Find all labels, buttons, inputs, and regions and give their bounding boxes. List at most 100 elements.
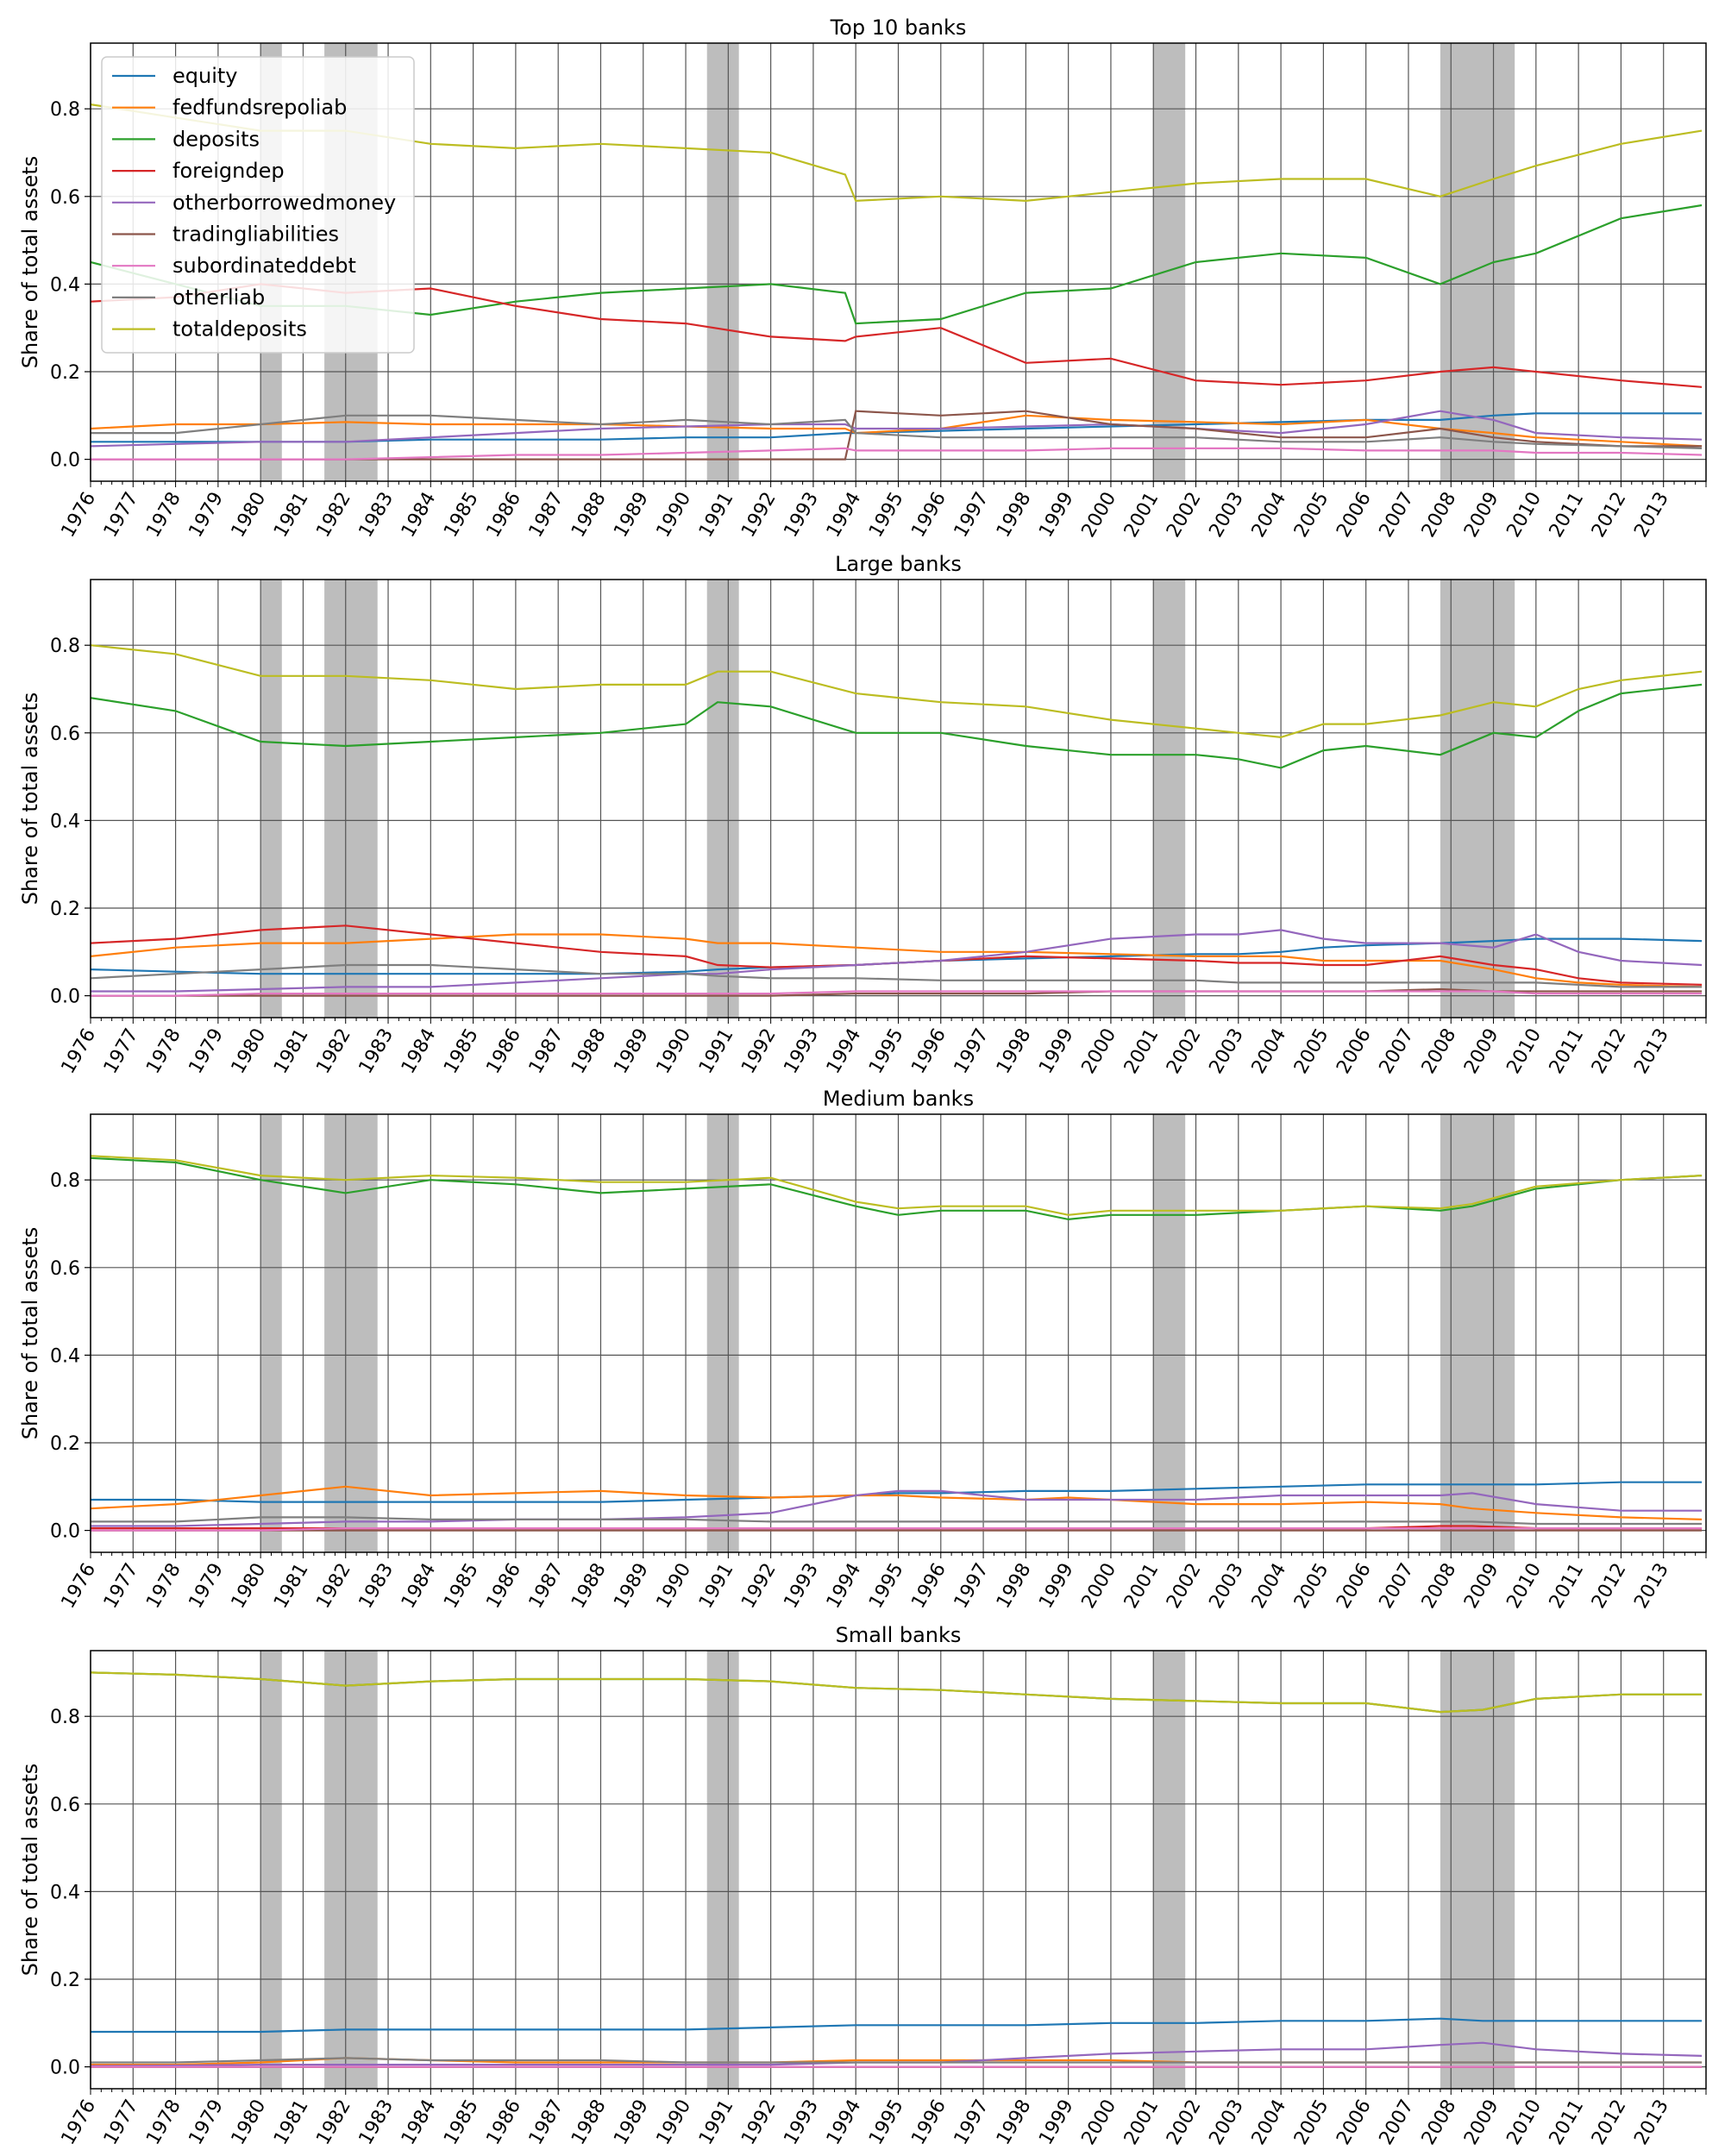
x-tick-label: 1999 [1035,489,1078,542]
x-tick-label: 2003 [1205,1560,1248,1613]
x-tick-label: 1995 [865,1025,908,1078]
series-line-subordinateddebt [91,990,1703,997]
x-tick-label: 2012 [1588,1560,1631,1613]
recession-band [1440,1651,1515,2089]
y-tick-label: 0.8 [50,1170,80,1192]
y-tick-label: 0.0 [50,2058,80,2079]
x-tick-label: 1985 [440,1025,483,1078]
x-tick-label: 1996 [907,489,950,542]
x-tick-label: 1981 [270,2096,313,2149]
y-tick-label: 0.6 [50,1258,80,1280]
legend-label-foreigndep: foreigndep [172,159,285,183]
x-tick-label: 1985 [440,2096,483,2149]
x-tick-label: 1988 [568,1025,611,1078]
x-tick-label: 2008 [1418,489,1461,542]
x-tick-label: 1993 [780,489,823,542]
recession-band [706,43,739,481]
x-tick-label: 2002 [1163,1560,1206,1613]
y-tick-label: 0.4 [50,1345,80,1367]
x-tick-label: 1984 [398,489,441,542]
x-tick-label: 1996 [907,1025,950,1078]
x-tick-label: 1984 [398,2096,441,2149]
x-tick-label: 2012 [1588,2096,1631,2149]
x-tick-label: 1987 [525,2096,568,2149]
x-tick-label: 1980 [228,2096,271,2149]
recession-band [260,1114,282,1552]
recession-band [1440,1114,1515,1552]
series-line-equity [91,937,1703,975]
y-tick-label: 0.4 [50,811,80,832]
x-tick-label: 1998 [993,2096,1036,2149]
y-tick-label: 0.0 [50,1521,80,1543]
x-tick-label: 2010 [1502,489,1546,542]
x-tick-label: 1983 [355,489,398,542]
legend-label-totaldeposits: totaldeposits [172,317,307,342]
x-tick-label: 2009 [1460,1560,1503,1613]
x-tick-label: 2006 [1333,2096,1376,2149]
x-tick-label: 1997 [950,1025,994,1078]
recession-band [260,1651,282,2089]
x-tick-label: 2013 [1630,489,1673,542]
x-tick-label: 1992 [737,1025,781,1078]
y-tick-label: 0.2 [50,1970,80,1991]
x-tick-label: 1995 [865,489,908,542]
x-tick-label: 1994 [823,1025,866,1078]
series-line-otherborrowedmoney [91,1489,1703,1527]
x-tick-label: 2000 [1077,1025,1120,1078]
x-tick-label: 1998 [993,489,1036,542]
x-tick-label: 1977 [100,2096,143,2149]
x-tick-label: 1992 [737,1560,781,1613]
series-line-equity [91,2017,1703,2034]
x-tick-label: 2013 [1630,2096,1673,2149]
legend-label-subordinateddebt: subordinateddebt [172,254,356,278]
x-tick-label: 2006 [1333,1025,1376,1078]
x-tick-label: 1987 [525,1025,568,1078]
x-tick-label: 1986 [482,1025,525,1078]
y-tick-label: 0.6 [50,1795,80,1816]
y-tick-label: 0.2 [50,362,80,384]
y-tick-label: 0.6 [50,187,80,209]
x-tick-label: 2012 [1588,489,1631,542]
x-tick-label: 1999 [1035,2096,1078,2149]
series-line-deposits [91,1156,1703,1221]
x-tick-label: 2007 [1376,489,1419,542]
y-tick-label: 0.8 [50,99,80,121]
legend: equity fedfundsrepoliab deposits foreigndep… [101,56,415,354]
series-line-otherliab [91,1516,1703,1526]
series-line-fedfundsrepoliab [91,414,1703,448]
y-tick-label: 0.4 [50,1882,80,1903]
x-tick-label: 2004 [1248,1025,1291,1078]
x-tick-label: 1979 [185,2096,228,2149]
recession-band [1153,1114,1186,1552]
x-tick-label: 1985 [440,489,483,542]
x-tick-label: 1989 [610,489,653,542]
recession-band [1153,43,1186,481]
x-tick-label: 2008 [1418,2096,1461,2149]
x-tick-label: 1980 [228,489,271,542]
x-tick-label: 1990 [653,489,696,542]
x-tick-label: 1988 [568,2096,611,2149]
x-tick-label: 2009 [1460,489,1503,542]
x-tick-label: 1987 [525,489,568,542]
x-tick-label: 1990 [653,2096,696,2149]
recession-band [324,1114,378,1552]
x-tick-label: 1983 [355,1025,398,1078]
x-tick-label: 2000 [1077,489,1120,542]
x-tick-label: 1999 [1035,1025,1078,1078]
x-tick-label: 1994 [823,2096,866,2149]
x-tick-label: 1984 [398,1560,441,1613]
x-tick-label: 1976 [58,2096,101,2149]
x-tick-label: 2004 [1248,2096,1291,2149]
x-tick-label: 1996 [907,2096,950,2149]
x-tick-label: 1992 [737,489,781,542]
x-tick-label: 1978 [142,1560,185,1613]
legend-label-tradingliabilities: tradingliabilities [172,222,339,247]
x-tick-label: 2001 [1120,489,1164,542]
series-line-subordinateddebt [91,1526,1703,1532]
x-tick-label: 2002 [1163,489,1206,542]
x-tick-label: 2013 [1630,1025,1673,1078]
x-tick-label: 1981 [270,1560,313,1613]
series-line-foreigndep [91,924,1703,986]
x-tick-label: 2005 [1290,1025,1333,1078]
